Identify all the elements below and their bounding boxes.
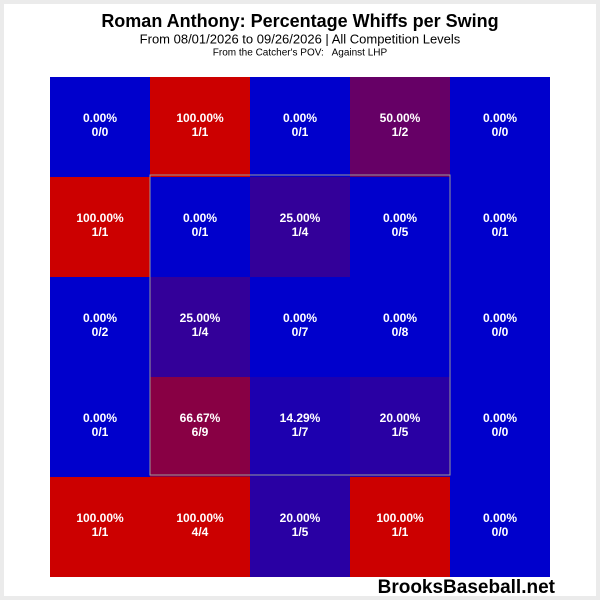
- heat-cell: [350, 77, 450, 177]
- chart-note: From the Catcher's POV: Against LHP: [213, 48, 388, 59]
- watermark: BrooksBaseball.net: [378, 577, 556, 598]
- cell-count-label: 1/2: [392, 125, 409, 139]
- cell-value-label: 0.00%: [483, 411, 517, 425]
- cell-count-label: 0/2: [92, 325, 109, 339]
- cell-value-label: 0.00%: [483, 311, 517, 325]
- cell-count-label: 0/1: [292, 125, 309, 139]
- heat-cell: [450, 377, 550, 477]
- cell-count-label: 1/1: [392, 525, 409, 539]
- cell-value-label: 100.00%: [176, 511, 224, 525]
- heat-cell: [250, 177, 350, 277]
- heat-cell: [450, 177, 550, 277]
- heat-cell: [150, 177, 250, 277]
- cell-value-label: 20.00%: [280, 511, 321, 525]
- heat-cell: [50, 277, 150, 377]
- heat-cell: [150, 77, 250, 177]
- cell-value-label: 0.00%: [383, 311, 417, 325]
- heat-cell: [250, 477, 350, 577]
- cell-value-label: 0.00%: [383, 211, 417, 225]
- cell-count-label: 1/5: [392, 425, 409, 439]
- cell-count-label: 1/1: [192, 125, 209, 139]
- cell-count-label: 0/0: [492, 525, 509, 539]
- cell-count-label: 6/9: [192, 425, 209, 439]
- cell-count-label: 0/0: [92, 125, 109, 139]
- cell-value-label: 20.00%: [380, 411, 421, 425]
- cell-value-label: 0.00%: [483, 211, 517, 225]
- cell-count-label: 0/8: [392, 325, 409, 339]
- cell-count-label: 4/4: [192, 525, 209, 539]
- cell-value-label: 25.00%: [280, 211, 321, 225]
- cell-count-label: 1/5: [292, 525, 309, 539]
- cell-value-label: 100.00%: [76, 511, 124, 525]
- heat-cell: [350, 377, 450, 477]
- heat-cell: [350, 277, 450, 377]
- cell-value-label: 50.00%: [380, 111, 421, 125]
- cell-count-label: 1/4: [192, 325, 209, 339]
- cell-value-label: 0.00%: [83, 411, 117, 425]
- heat-cell: [50, 477, 150, 577]
- cell-value-label: 0.00%: [483, 111, 517, 125]
- cell-count-label: 0/5: [392, 225, 409, 239]
- heat-cell: [350, 477, 450, 577]
- cell-count-label: 1/4: [292, 225, 309, 239]
- heat-cell: [450, 477, 550, 577]
- cell-count-label: 0/1: [492, 225, 509, 239]
- cell-count-label: 0/0: [492, 125, 509, 139]
- heat-cell: [250, 377, 350, 477]
- cell-value-label: 0.00%: [283, 311, 317, 325]
- cell-count-label: 0/7: [292, 325, 309, 339]
- heat-cell: [50, 77, 150, 177]
- cell-value-label: 100.00%: [76, 211, 124, 225]
- heat-cell: [150, 477, 250, 577]
- heat-cell: [250, 277, 350, 377]
- cell-value-label: 0.00%: [283, 111, 317, 125]
- chart-subtitle: From 08/01/2026 to 09/26/2026 | All Comp…: [140, 31, 461, 46]
- heat-cell: [150, 377, 250, 477]
- heat-cell: [450, 77, 550, 177]
- heat-cell: [50, 377, 150, 477]
- cell-count-label: 0/1: [192, 225, 209, 239]
- heat-cell: [450, 277, 550, 377]
- cell-value-label: 0.00%: [83, 111, 117, 125]
- cell-count-label: 0/0: [492, 425, 509, 439]
- cell-value-label: 100.00%: [176, 111, 224, 125]
- cell-value-label: 0.00%: [183, 211, 217, 225]
- cell-value-label: 0.00%: [483, 511, 517, 525]
- cell-count-label: 1/7: [292, 425, 309, 439]
- cell-value-label: 100.00%: [376, 511, 424, 525]
- heat-cell: [250, 77, 350, 177]
- cell-count-label: 0/0: [492, 325, 509, 339]
- strike-zone: [149, 174, 451, 476]
- heat-cell: [50, 177, 150, 277]
- cell-count-label: 1/1: [92, 225, 109, 239]
- heat-cell: [350, 177, 450, 277]
- cell-value-label: 0.00%: [83, 311, 117, 325]
- chart-title: Roman Anthony: Percentage Whiffs per Swi…: [101, 11, 498, 31]
- cell-count-label: 0/1: [92, 425, 109, 439]
- cell-value-label: 25.00%: [180, 311, 221, 325]
- cell-value-label: 66.67%: [180, 411, 221, 425]
- cell-count-label: 1/1: [92, 525, 109, 539]
- cell-value-label: 14.29%: [280, 411, 321, 425]
- heat-cell: [150, 277, 250, 377]
